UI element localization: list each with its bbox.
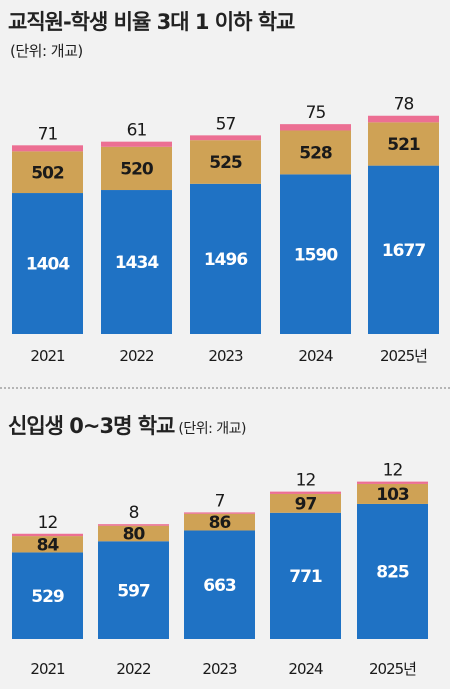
chart2-unit: (단위: 개교): [178, 421, 246, 437]
category-label: 2024: [298, 347, 333, 365]
value-label: 12: [383, 461, 403, 481]
value-label: 7: [215, 491, 225, 511]
bar-segment-pink: [190, 135, 261, 141]
bar-segment-pink: [368, 115, 439, 123]
value-label: 1404: [26, 255, 70, 275]
chart2-title-row: 신입생 0~3명 학교 (단위: 개교): [8, 410, 246, 440]
value-label: 97: [295, 494, 317, 514]
value-label: 1434: [115, 253, 159, 273]
value-label: 86: [209, 513, 231, 533]
chart2-title: 신입생 0~3명 학교: [8, 414, 175, 438]
bar-segment-blue: [184, 530, 255, 639]
bar-segment-blue: [12, 552, 83, 639]
value-label: 71: [38, 124, 58, 144]
value-label: 502: [31, 163, 64, 183]
bar-segment-blue: [368, 165, 439, 334]
category-label: 2022: [119, 347, 154, 365]
value-label: 525: [209, 153, 242, 173]
chart1-title: 교직원-학생 비율 3대 1 이하 학교: [8, 10, 295, 34]
category-label: 2021: [30, 660, 65, 678]
bar-segment-gold: [270, 493, 341, 513]
bar-segment-blue: [98, 541, 169, 639]
category-label: 2023: [202, 660, 237, 678]
value-label: 12: [38, 513, 58, 533]
value-label: 84: [37, 535, 60, 555]
category-label: 2023: [208, 347, 243, 365]
value-label: 1590: [294, 245, 338, 265]
value-label: 663: [203, 576, 236, 596]
bar-segment-gold: [368, 122, 439, 166]
category-label: 2021: [30, 347, 65, 365]
category-label: 2025년: [380, 347, 427, 365]
bar-segment-pink: [98, 524, 169, 526]
bar-segment-gold: [357, 483, 428, 504]
category-label: 2025년: [369, 660, 416, 678]
value-label: 825: [376, 563, 409, 583]
bar-segment-gold: [190, 140, 261, 184]
bar-segment-gold: [280, 130, 351, 175]
bar-segment-pink: [357, 481, 428, 484]
value-label: 57: [216, 114, 236, 134]
bar-segment-blue: [190, 183, 261, 334]
bar-segment-gold: [184, 513, 255, 531]
category-label: 2024: [288, 660, 323, 678]
value-label: 103: [376, 485, 409, 505]
bar-segment-gold: [101, 146, 172, 191]
chart1-unit: (단위: 개교): [10, 42, 83, 60]
value-label: 78: [394, 95, 414, 115]
category-label: 2022: [116, 660, 151, 678]
bar-segment-gold: [12, 536, 83, 553]
bar-segment-gold: [98, 525, 169, 542]
bar-segment-blue: [280, 174, 351, 334]
bar-segment-pink: [184, 512, 255, 514]
bar-segment-pink: [12, 533, 83, 537]
value-label: 1496: [204, 250, 247, 270]
bar-segment-gold: [12, 151, 83, 194]
value-label: 1677: [382, 241, 425, 261]
chart1-plot: 1404 502 71 2021 1434 520 61 2022 1496 525 57 2023 1…: [12, 95, 439, 365]
bar-segment-pink: [12, 145, 83, 152]
section-divider: [0, 387, 450, 389]
value-label: 80: [123, 525, 146, 545]
value-label: 12: [296, 471, 316, 491]
value-label: 771: [289, 567, 322, 587]
bar-segment-blue: [12, 193, 83, 334]
value-label: 520: [120, 160, 154, 180]
value-label: 61: [127, 121, 147, 141]
bar-segment-blue: [357, 503, 428, 639]
value-label: 597: [117, 581, 150, 601]
bar-segment-pink: [101, 141, 172, 147]
value-label: 75: [306, 103, 326, 123]
value-label: 529: [31, 587, 64, 607]
value-label: 528: [299, 144, 332, 164]
bar-segment-blue: [270, 512, 341, 639]
bar-segment-pink: [280, 124, 351, 131]
bar-segment-blue: [101, 190, 172, 334]
value-label: 521: [387, 135, 420, 155]
value-label: 8: [129, 503, 139, 523]
bar-segment-pink: [270, 491, 341, 494]
